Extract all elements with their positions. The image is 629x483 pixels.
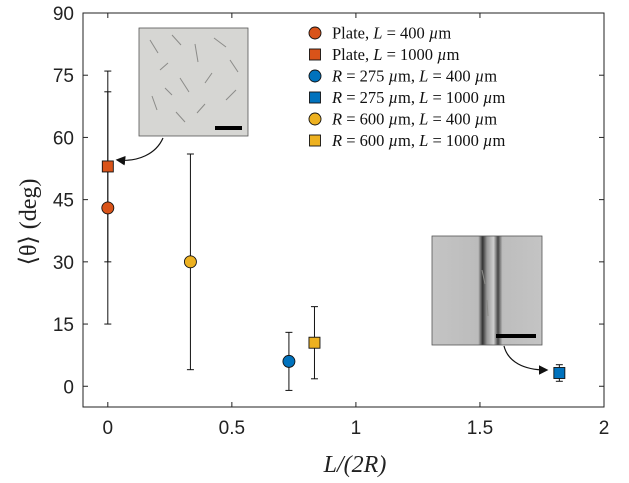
capillary-inset-image — [431, 235, 543, 346]
legend: Plate, L = 400 µm Plate, L = 1000 µm R = 2… — [308, 24, 506, 150]
data-point-square — [308, 336, 321, 349]
legend-marker — [309, 91, 321, 104]
legend-marker — [308, 26, 322, 40]
data-point-square — [101, 160, 114, 173]
x-tick-label: 1 — [351, 418, 362, 439]
y-axis-label: ⟨θ⟩ (deg) — [16, 179, 42, 266]
arrow-plate-inset — [115, 137, 164, 166]
y-tick-label: 45 — [53, 191, 74, 212]
legend-entry-label: Plate, L = 400 µm — [332, 24, 451, 43]
legend-marker — [308, 112, 322, 126]
x-axis-label: L/(2R) — [323, 452, 387, 478]
plate-inset-image — [138, 27, 249, 137]
arrow-capillary-inset — [503, 345, 549, 375]
legend-entry-label: R = 600 µm, L = 400 µm — [331, 110, 497, 129]
legend-marker — [309, 134, 321, 147]
y-tick-label: 15 — [53, 315, 74, 336]
data-point-square — [553, 367, 566, 379]
legend-marker — [309, 48, 321, 61]
y-tick-label: 30 — [53, 253, 74, 274]
x-tick-label: 0 — [103, 418, 114, 439]
ticks: 0 0.5 1 1.5 2 0 15 30 45 60 75 90 — [53, 4, 609, 439]
y-tick-label: 60 — [53, 128, 74, 149]
data-point-circle — [101, 201, 115, 215]
legend-entry-label: R = 600 µm, L = 1000 µm — [331, 131, 506, 150]
y-tick-label: 90 — [53, 4, 74, 25]
data-point-circle — [183, 255, 197, 269]
plot-frame — [82, 12, 605, 408]
legend-entry-label: R = 275 µm, L = 400 µm — [331, 67, 497, 86]
y-tick-label: 0 — [63, 377, 74, 398]
legend-entry-label: R = 275 µm, L = 1000 µm — [331, 88, 506, 107]
x-tick-label: 0.5 — [219, 418, 245, 439]
data-points — [101, 70, 566, 391]
y-tick-label: 75 — [53, 66, 74, 87]
axes — [82, 12, 605, 408]
data-point-circle — [282, 354, 296, 368]
legend-marker — [308, 69, 322, 83]
x-tick-label: 2 — [599, 418, 610, 439]
x-tick-label: 1.5 — [467, 418, 493, 439]
legend-entry-label: Plate, L = 1000 µm — [332, 45, 460, 64]
